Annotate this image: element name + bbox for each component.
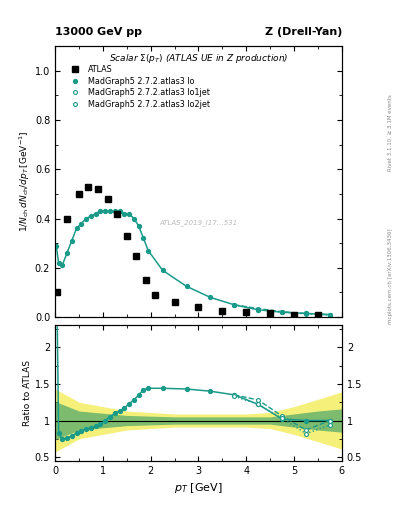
Text: Rivet 3.1.10, ≥ 3.1M events: Rivet 3.1.10, ≥ 3.1M events xyxy=(387,95,393,172)
MadGraph5 2.7.2.atlas3 lo xyxy=(117,208,122,214)
MadGraph5 2.7.2.atlas3 lo xyxy=(208,294,213,301)
MadGraph5 2.7.2.atlas3 lo xyxy=(328,312,332,318)
MadGraph5 2.7.2.atlas3 lo1jet xyxy=(304,310,309,316)
ATLAS xyxy=(77,191,81,197)
ATLAS xyxy=(125,233,129,239)
MadGraph5 2.7.2.atlas3 lo1jet xyxy=(280,309,285,315)
MadGraph5 2.7.2.atlas3 lo1jet xyxy=(256,306,261,312)
MadGraph5 2.7.2.atlas3 lo xyxy=(304,310,309,316)
MadGraph5 2.7.2.atlas3 lo xyxy=(93,210,98,217)
Line: MadGraph5 2.7.2.atlas3 lo2jet: MadGraph5 2.7.2.atlas3 lo2jet xyxy=(232,303,332,317)
Line: MadGraph5 2.7.2.atlas3 lo: MadGraph5 2.7.2.atlas3 lo xyxy=(54,209,332,316)
MadGraph5 2.7.2.atlas3 lo1jet xyxy=(328,312,332,318)
MadGraph5 2.7.2.atlas3 lo xyxy=(136,223,141,229)
ATLAS xyxy=(268,310,273,316)
MadGraph5 2.7.2.atlas3 lo xyxy=(54,243,59,249)
ATLAS xyxy=(64,216,69,222)
MadGraph5 2.7.2.atlas3 lo xyxy=(98,208,103,214)
MadGraph5 2.7.2.atlas3 lo xyxy=(79,221,84,227)
ATLAS xyxy=(96,186,101,192)
ATLAS xyxy=(153,292,158,298)
ATLAS xyxy=(172,300,177,306)
Line: MadGraph5 2.7.2.atlas3 lo1jet: MadGraph5 2.7.2.atlas3 lo1jet xyxy=(232,303,332,316)
ATLAS xyxy=(316,312,320,318)
Y-axis label: $1/N_\mathrm{ch}\,dN_\mathrm{ch}/dp_T\,[\mathrm{GeV}^{-1}]$: $1/N_\mathrm{ch}\,dN_\mathrm{ch}/dp_T\,[… xyxy=(18,131,32,232)
MadGraph5 2.7.2.atlas3 lo xyxy=(74,225,79,231)
MadGraph5 2.7.2.atlas3 lo xyxy=(122,210,127,217)
MadGraph5 2.7.2.atlas3 lo xyxy=(88,213,93,219)
MadGraph5 2.7.2.atlas3 lo xyxy=(160,267,165,273)
MadGraph5 2.7.2.atlas3 lo xyxy=(56,260,61,266)
ATLAS xyxy=(196,304,201,310)
X-axis label: $p_T$ [GeV]: $p_T$ [GeV] xyxy=(174,481,223,495)
ATLAS xyxy=(55,289,60,295)
MadGraph5 2.7.2.atlas3 lo xyxy=(127,210,132,217)
MadGraph5 2.7.2.atlas3 lo xyxy=(103,208,108,214)
Text: Z (Drell-Yan): Z (Drell-Yan) xyxy=(264,27,342,37)
MadGraph5 2.7.2.atlas3 lo xyxy=(108,208,112,214)
MadGraph5 2.7.2.atlas3 lo xyxy=(256,307,261,313)
ATLAS xyxy=(292,312,296,318)
MadGraph5 2.7.2.atlas3 lo xyxy=(232,302,237,308)
MadGraph5 2.7.2.atlas3 lo xyxy=(146,247,151,253)
Y-axis label: Ratio to ATLAS: Ratio to ATLAS xyxy=(23,360,32,426)
Text: mcplots.cern.ch [arXiv:1306.3436]: mcplots.cern.ch [arXiv:1306.3436] xyxy=(387,229,393,324)
ATLAS xyxy=(86,183,91,189)
ATLAS xyxy=(134,252,139,259)
MadGraph5 2.7.2.atlas3 lo xyxy=(184,283,189,289)
MadGraph5 2.7.2.atlas3 lo2jet xyxy=(232,302,237,308)
MadGraph5 2.7.2.atlas3 lo xyxy=(60,262,64,268)
ATLAS xyxy=(220,308,225,314)
MadGraph5 2.7.2.atlas3 lo2jet xyxy=(304,311,309,317)
Legend: ATLAS, MadGraph5 2.7.2.atlas3 lo, MadGraph5 2.7.2.atlas3 lo1jet, MadGraph5 2.7.2: ATLAS, MadGraph5 2.7.2.atlas3 lo, MadGra… xyxy=(65,63,212,110)
MadGraph5 2.7.2.atlas3 lo xyxy=(141,235,146,241)
MadGraph5 2.7.2.atlas3 lo xyxy=(70,238,74,244)
MadGraph5 2.7.2.atlas3 lo xyxy=(64,250,69,256)
ATLAS xyxy=(105,196,110,202)
Text: 13000 GeV pp: 13000 GeV pp xyxy=(55,27,142,37)
MadGraph5 2.7.2.atlas3 lo2jet xyxy=(328,312,332,318)
Text: ATLAS_2019_I17…531: ATLAS_2019_I17…531 xyxy=(159,219,238,226)
MadGraph5 2.7.2.atlas3 lo xyxy=(280,309,285,315)
MadGraph5 2.7.2.atlas3 lo2jet xyxy=(280,309,285,315)
ATLAS xyxy=(115,210,119,217)
MadGraph5 2.7.2.atlas3 lo2jet xyxy=(256,307,261,313)
ATLAS xyxy=(143,277,148,283)
MadGraph5 2.7.2.atlas3 lo xyxy=(132,216,136,222)
MadGraph5 2.7.2.atlas3 lo1jet xyxy=(232,302,237,308)
Line: ATLAS: ATLAS xyxy=(55,184,321,318)
ATLAS xyxy=(244,309,249,315)
Text: Scalar $\Sigma(p_T)$ (ATLAS UE in Z production): Scalar $\Sigma(p_T)$ (ATLAS UE in Z prod… xyxy=(109,52,288,65)
MadGraph5 2.7.2.atlas3 lo xyxy=(112,208,117,214)
MadGraph5 2.7.2.atlas3 lo xyxy=(84,216,88,222)
